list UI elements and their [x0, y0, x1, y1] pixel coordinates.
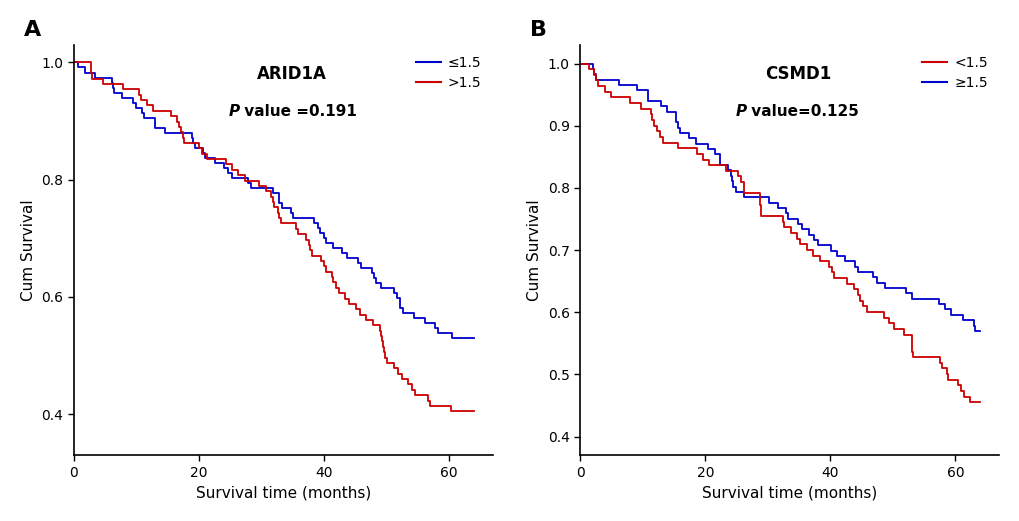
Text: value =0.191: value =0.191: [239, 104, 357, 119]
Text: value=0.125: value=0.125: [745, 104, 858, 119]
Legend: <1.5, ≥1.5: <1.5, ≥1.5: [917, 52, 991, 94]
Text: B: B: [530, 20, 546, 40]
X-axis label: Survival time (months): Survival time (months): [196, 485, 371, 500]
Legend: ≤1.5, >1.5: ≤1.5, >1.5: [412, 52, 485, 94]
Y-axis label: Cum Survival: Cum Survival: [20, 199, 36, 301]
Text: A: A: [23, 20, 41, 40]
Text: CSMD1: CSMD1: [764, 66, 830, 83]
Y-axis label: Cum Survival: Cum Survival: [527, 199, 542, 301]
Text: ARID1A: ARID1A: [257, 66, 326, 83]
X-axis label: Survival time (months): Survival time (months): [701, 485, 876, 500]
Text: P: P: [735, 104, 746, 119]
Text: P: P: [228, 104, 239, 119]
